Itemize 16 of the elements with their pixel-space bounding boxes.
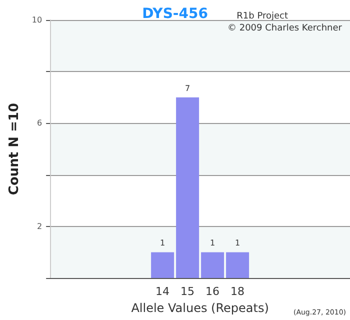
y-tick-label: 6: [36, 118, 42, 128]
x-tick-label: 18: [230, 285, 245, 298]
annotation: R1b Project: [236, 12, 288, 22]
x-tick-label: 14: [156, 285, 170, 298]
y-axis-title: Count N =10: [7, 102, 22, 196]
y-tick-label: 2: [36, 222, 42, 231]
x-tick-label: 15: [180, 285, 195, 298]
y-tick-label: 10: [32, 16, 42, 24]
annotation: © 2009 Charles Kerchner: [227, 24, 342, 34]
data-label: 1: [160, 238, 166, 248]
x-tick-label: 16: [206, 285, 220, 298]
chart-title: DYS-456: [142, 6, 208, 22]
data-label: 1: [210, 238, 216, 248]
data-label: 7: [184, 84, 190, 93]
data-label: 1: [234, 238, 240, 248]
x-axis-title: Allele Values (Repeats): [131, 300, 269, 315]
